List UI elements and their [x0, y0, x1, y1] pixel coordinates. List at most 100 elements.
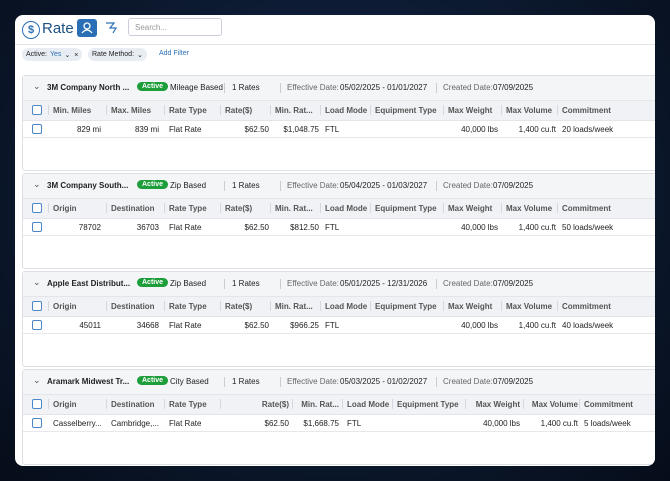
table-cell: FTL — [325, 125, 340, 134]
select-all-checkbox[interactable] — [32, 105, 42, 115]
column-header[interactable]: Equipment Type — [397, 400, 459, 409]
table-cell: 1,400 cu.ft — [540, 419, 578, 428]
column-header[interactable]: Rate Type — [169, 400, 207, 409]
column-header[interactable]: Destination — [111, 302, 155, 311]
user-view-button[interactable] — [77, 19, 97, 37]
column-header[interactable]: Load Mode — [325, 106, 368, 115]
separator — [280, 181, 281, 191]
table-cell: Flat Rate — [169, 321, 202, 330]
effective-label: Effective Date: — [287, 279, 339, 288]
separator — [436, 83, 437, 93]
column-header[interactable]: Rate($) — [225, 302, 253, 311]
row-checkbox[interactable] — [32, 124, 42, 134]
column-header[interactable]: Min. Rat... — [275, 302, 313, 311]
route-view-button[interactable] — [101, 19, 121, 37]
column-divider — [320, 203, 321, 213]
expand-chevron[interactable]: ⌄ — [33, 81, 41, 91]
column-header[interactable]: Max Volume — [506, 106, 553, 115]
table-cell: $62.50 — [244, 321, 269, 330]
column-divider — [501, 301, 502, 311]
column-header[interactable]: Max Volume — [531, 400, 578, 409]
table-cell: $62.50 — [244, 223, 269, 232]
column-header[interactable]: Load Mode — [325, 204, 368, 213]
column-divider — [48, 203, 49, 213]
table-cell: FTL — [325, 321, 340, 330]
add-filter-button[interactable]: Add Filter — [159, 50, 189, 57]
column-header[interactable]: Equipment Type — [375, 106, 437, 115]
table-cell: Flat Rate — [169, 419, 202, 428]
select-all-checkbox[interactable] — [32, 301, 42, 311]
table-cell: 78702 — [78, 223, 101, 232]
column-header[interactable]: Rate Type — [169, 302, 207, 311]
column-header[interactable]: Origin — [53, 204, 77, 213]
column-header[interactable]: Max Volume — [506, 204, 553, 213]
expand-chevron[interactable]: ⌄ — [33, 375, 41, 385]
rate-method: Mileage Based — [170, 83, 223, 92]
column-header[interactable]: Rate($) — [225, 204, 253, 213]
expand-chevron[interactable]: ⌄ — [33, 179, 41, 189]
table-header — [23, 198, 655, 219]
effective-date: 05/02/2025 - 01/01/2027 — [340, 83, 428, 92]
column-header[interactable]: Max. Miles — [111, 106, 152, 115]
column-divider — [370, 203, 371, 213]
rate-count: 1 Rates — [232, 83, 260, 92]
column-header[interactable]: Load Mode — [347, 400, 390, 409]
column-header[interactable]: Rate($) — [261, 400, 289, 409]
filter-chip[interactable]: Rate Method: ⌄ — [88, 48, 147, 61]
column-divider — [220, 105, 221, 115]
select-all-checkbox[interactable] — [32, 203, 42, 213]
row-checkbox[interactable] — [32, 320, 42, 330]
row-checkbox[interactable] — [32, 418, 42, 428]
created-date: 07/09/2025 — [493, 83, 534, 92]
column-header[interactable]: Min. Rat... — [275, 106, 313, 115]
column-divider — [270, 301, 271, 311]
table-cell: 1,400 cu.ft — [518, 223, 556, 232]
column-header[interactable]: Max Weight — [448, 302, 493, 311]
table-cell: 34668 — [136, 321, 159, 330]
expand-chevron[interactable]: ⌄ — [33, 277, 41, 287]
column-header[interactable]: Max Weight — [448, 106, 493, 115]
column-header[interactable]: Min. Miles — [53, 106, 92, 115]
column-divider — [501, 105, 502, 115]
rate-method: Zip Based — [170, 181, 207, 190]
column-header[interactable]: Commitment — [562, 204, 611, 213]
column-header[interactable]: Equipment Type — [375, 204, 437, 213]
column-divider — [320, 301, 321, 311]
column-divider — [48, 301, 49, 311]
filter-chip[interactable]: Active: Yes ⌄ × — [22, 48, 83, 61]
column-header[interactable]: Equipment Type — [375, 302, 437, 311]
column-header[interactable]: Min. Rat... — [301, 400, 339, 409]
column-header[interactable]: Max Volume — [506, 302, 553, 311]
column-divider — [106, 301, 107, 311]
select-all-checkbox[interactable] — [32, 399, 42, 409]
column-header[interactable]: Rate($) — [225, 106, 253, 115]
search-input[interactable]: Search... — [128, 18, 222, 36]
column-header[interactable]: Commitment — [584, 400, 633, 409]
group-header — [23, 370, 655, 394]
column-divider — [164, 203, 165, 213]
column-header[interactable]: Destination — [111, 400, 155, 409]
row-divider — [23, 137, 655, 138]
column-header[interactable]: Origin — [53, 302, 77, 311]
table-header — [23, 296, 655, 317]
column-header[interactable]: Commitment — [562, 302, 611, 311]
column-header[interactable]: Load Mode — [325, 302, 368, 311]
table-cell: 40 loads/week — [562, 321, 614, 330]
column-header[interactable]: Min. Rat... — [275, 204, 313, 213]
filter-label: Rate Method: — [92, 51, 135, 58]
row-checkbox[interactable] — [32, 222, 42, 232]
separator — [280, 83, 281, 93]
column-header[interactable]: Rate Type — [169, 204, 207, 213]
column-divider — [579, 399, 580, 409]
column-header[interactable]: Commitment — [562, 106, 611, 115]
column-header[interactable]: Origin — [53, 400, 77, 409]
column-header[interactable]: Max Weight — [448, 204, 493, 213]
rate-group: ⌄ Aramark Midwest Tr... Active City Based 1 … — [22, 369, 655, 465]
column-header[interactable]: Destination — [111, 204, 155, 213]
column-header[interactable]: Max Weight — [475, 400, 520, 409]
column-header[interactable]: Rate Type — [169, 106, 207, 115]
group-header — [23, 76, 655, 100]
status-badge: Active — [137, 82, 169, 91]
group-header — [23, 174, 655, 198]
column-divider — [164, 399, 165, 409]
